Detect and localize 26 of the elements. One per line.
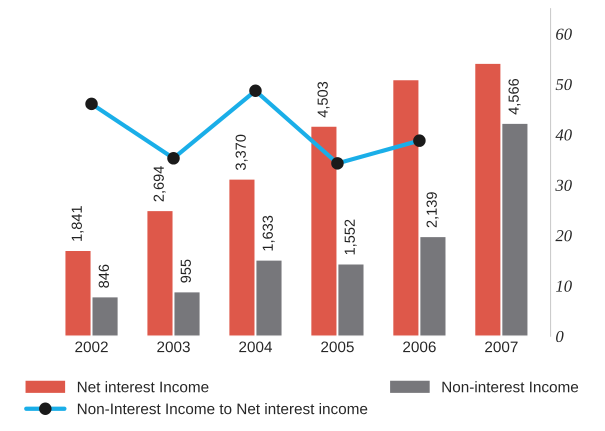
y2-tick-label: 20	[555, 230, 572, 242]
data-label: 1,552	[344, 220, 357, 254]
data-label: 4,503	[317, 82, 330, 118]
x-tick-label: 2002	[75, 341, 108, 352]
data-label: 3,370	[236, 134, 248, 170]
legend-label: Non-Interest Income to Net interest income	[78, 403, 368, 414]
x-tick-label: 2004	[239, 341, 272, 352]
y2-tick-label: 60	[556, 28, 572, 40]
legend-label: Net interest Income	[78, 381, 208, 392]
y2-tick-label: 30	[555, 180, 572, 191]
data-label: 846	[98, 264, 109, 288]
y2-tick-label: 50	[556, 78, 572, 90]
data-label: 1,633	[262, 216, 275, 251]
data-label: 1,841	[72, 206, 84, 241]
data-label: 955	[180, 260, 191, 283]
x-tick-label: 2005	[321, 341, 354, 352]
data-label: 4,566	[508, 78, 521, 114]
x-tick-label: 2007	[485, 341, 518, 352]
x-tick-label: 2006	[403, 341, 436, 352]
y2-tick-label: 40	[555, 129, 572, 141]
x-tick-label: 2003	[157, 341, 190, 352]
y2-tick-label: 10	[556, 280, 572, 292]
legend-label: Non-interest Income	[442, 381, 578, 392]
y2-tick-label: 0	[556, 330, 564, 342]
data-label: 2,139	[426, 192, 439, 228]
data-label: 2,694	[154, 166, 166, 202]
